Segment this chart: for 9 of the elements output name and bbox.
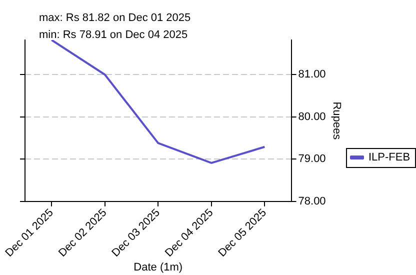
y-tick-label: 79.00: [298, 153, 326, 166]
y-tick-label: 81.00: [298, 68, 326, 81]
x-axis-title: Date (1m): [134, 261, 183, 274]
text: max: Rs 81.82 on Dec 01 2025: [39, 12, 191, 24]
legend-label: ILP-FEB: [368, 152, 410, 164]
y-tick-label: 78.00: [298, 195, 326, 208]
y-tick-label: 80.00: [298, 110, 326, 123]
annotation: min: Rs 78.91 on Dec 04 2025: [39, 29, 188, 42]
y-axis-title: Rupees: [330, 102, 342, 140]
